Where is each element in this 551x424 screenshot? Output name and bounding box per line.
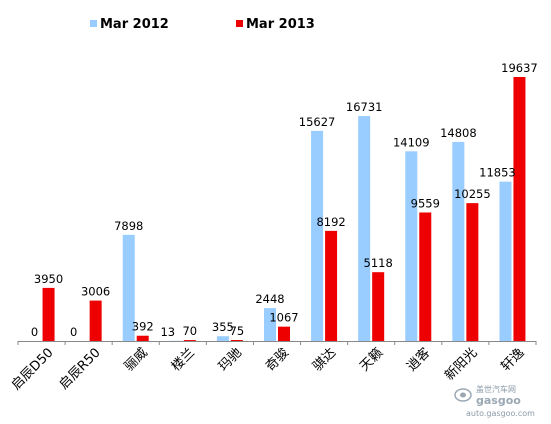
value-label-mar2012-4: 355 xyxy=(212,320,234,334)
legend-label-1: Mar 2013 xyxy=(246,17,315,32)
bar-mar2013-0 xyxy=(42,287,55,341)
value-label-mar2012-3: 13 xyxy=(160,325,175,339)
value-label-mar2013-8: 9559 xyxy=(411,196,440,210)
legend-swatch-1 xyxy=(236,20,243,27)
watermark-brand-en: gasgoo xyxy=(476,394,521,407)
bar-mar2013-2 xyxy=(136,335,149,341)
category-label-9: 新阳光 xyxy=(442,345,481,384)
bar-mar2013-7 xyxy=(372,272,385,341)
bar-mar2012-7 xyxy=(358,116,371,341)
bar-mar2013-6 xyxy=(325,230,338,341)
category-label-4: 玛驰 xyxy=(216,345,245,374)
value-label-mar2012-1: 0 xyxy=(70,325,77,339)
value-label-mar2012-2: 7898 xyxy=(114,219,143,233)
watermark-url: auto.gasgoo.com xyxy=(466,409,535,418)
bar-mar2012-2 xyxy=(122,234,135,341)
value-label-mar2013-0: 3950 xyxy=(34,272,63,286)
category-label-7: 天籁 xyxy=(357,345,386,374)
value-label-mar2013-9: 10255 xyxy=(454,187,491,201)
value-label-mar2013-4: 75 xyxy=(230,324,245,338)
bar-mar2013-5 xyxy=(278,326,290,341)
value-label-mar2012-8: 14109 xyxy=(393,135,430,149)
value-label-mar2012-5: 2448 xyxy=(255,292,284,306)
bar-mar2012-9 xyxy=(452,141,465,341)
category-labels-group: 启辰D50 启辰R50 骊威 楼兰 玛驰 奇骏 骐达 天籁 逍客 新阳光 轩逸 xyxy=(9,341,537,393)
bar-mar2013-3 xyxy=(183,340,196,341)
value-label-mar2013-7: 5118 xyxy=(364,256,393,270)
bar-mar2013-10 xyxy=(513,77,526,341)
value-label-mar2012-0: 0 xyxy=(31,325,38,339)
legend-swatch-0 xyxy=(90,20,97,27)
category-label-10: 轩逸 xyxy=(499,345,528,374)
bar-mar2012-5 xyxy=(264,308,276,341)
bar-mar2012-8 xyxy=(405,151,418,341)
bar-mar2013-9 xyxy=(466,203,479,341)
category-label-6: 骐达 xyxy=(310,345,339,374)
value-label-mar2012-10: 11853 xyxy=(479,166,516,180)
watermark-brand-cn: 盖世汽车网 xyxy=(476,384,516,394)
bar-mar2013-1 xyxy=(89,300,102,341)
category-label-0: 启辰D50 xyxy=(9,345,57,393)
watermark: 盖世汽车网 gasgoo auto.gasgoo.com xyxy=(454,384,535,418)
value-label-mar2013-1: 3006 xyxy=(81,285,110,299)
bar-mar2012-4 xyxy=(216,336,229,341)
bar-mar2012-10 xyxy=(499,181,512,341)
value-label-mar2012-9: 14808 xyxy=(440,126,477,140)
value-label-mar2012-6: 15627 xyxy=(299,115,336,129)
bar-mar2013-8 xyxy=(419,212,432,341)
value-label-mar2012-7: 16731 xyxy=(346,100,383,114)
value-label-mar2013-6: 8192 xyxy=(316,215,345,229)
value-label-mar2013-5: 1067 xyxy=(269,311,298,325)
value-label-mar2013-10: 19637 xyxy=(501,61,538,75)
category-label-5: 奇骏 xyxy=(262,345,292,375)
category-label-8: 逍客 xyxy=(404,345,434,375)
category-label-3: 楼兰 xyxy=(169,345,198,374)
value-label-mar2013-3: 70 xyxy=(182,324,197,338)
legend: Mar 2012 Mar 2013 xyxy=(90,17,315,32)
category-label-2: 骊威 xyxy=(122,345,151,374)
bar-mar2012-6 xyxy=(311,130,324,341)
legend-label-0: Mar 2012 xyxy=(100,17,169,32)
category-label-1: 启辰R50 xyxy=(57,345,104,392)
bar-mar2013-4 xyxy=(230,339,243,341)
bars-group xyxy=(42,77,526,341)
gasgoo-logo-icon xyxy=(454,388,472,402)
value-label-mar2013-2: 392 xyxy=(132,320,154,334)
